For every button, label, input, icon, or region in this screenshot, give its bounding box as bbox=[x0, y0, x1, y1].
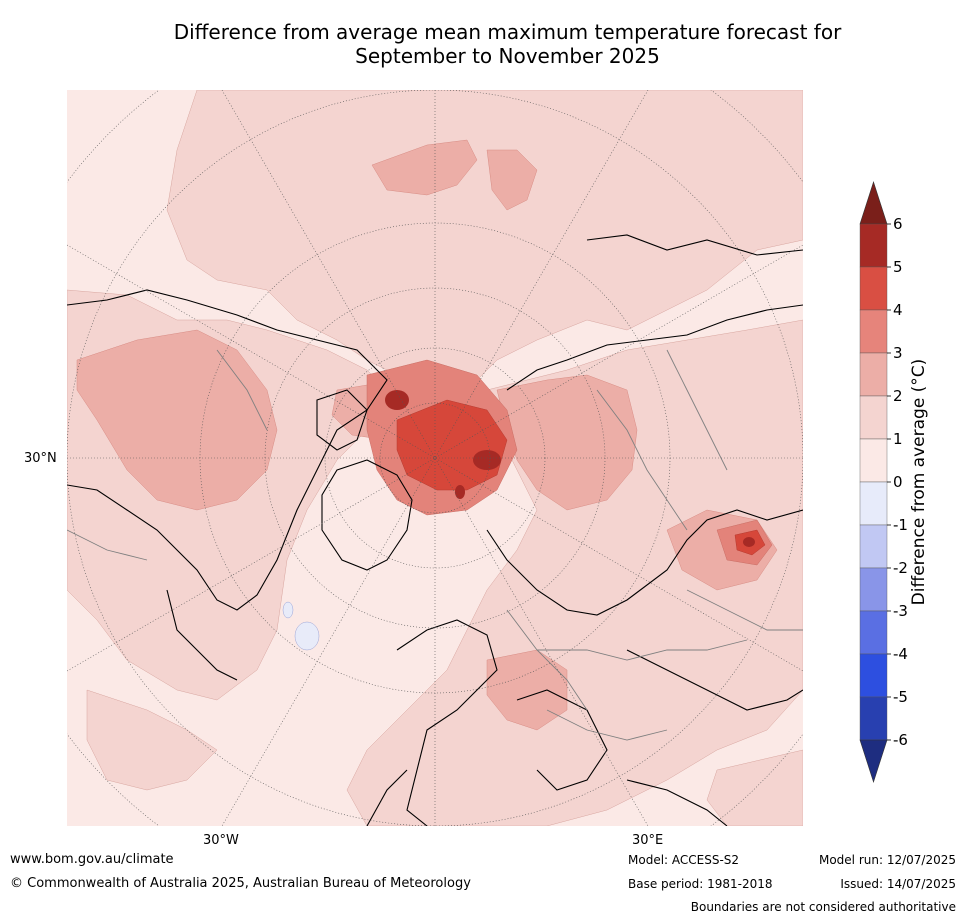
colorbar-segment bbox=[859, 438, 888, 483]
colorbar-extend-upper bbox=[859, 181, 888, 225]
colorbar-tick-label: -5 bbox=[893, 688, 908, 706]
lon-label-30e: 30°E bbox=[632, 833, 664, 848]
colorbar-segment bbox=[859, 266, 888, 311]
colorbar-segment bbox=[859, 653, 888, 698]
lon-label-30w: 30°W bbox=[203, 833, 239, 848]
colorbar-tick-label: -4 bbox=[893, 645, 908, 663]
colorbar-tick-label: -2 bbox=[893, 559, 908, 577]
anomaly-band-5-6 bbox=[385, 390, 755, 547]
colorbar-tick-label: -6 bbox=[893, 731, 908, 749]
footer-issued: Issued: 14/07/2025 bbox=[840, 877, 956, 891]
footer-copyright: © Commonwealth of Australia 2025, Austra… bbox=[10, 876, 471, 891]
colorbar-tick-label: -1 bbox=[893, 516, 908, 534]
colorbar-segment bbox=[859, 481, 888, 526]
colorbar-tick-label: 3 bbox=[893, 344, 903, 362]
title-line-1: Difference from average mean maximum tem… bbox=[173, 20, 842, 44]
footer-model: Model: ACCESS-S2 bbox=[628, 853, 740, 867]
country-borders bbox=[67, 349, 803, 741]
title-line-2: September to November 2025 bbox=[355, 44, 660, 68]
colorbar-tick-label: 0 bbox=[893, 473, 903, 491]
footer-base-period: Base period: 1981-2018 bbox=[628, 877, 773, 891]
colorbar-label-text: Difference from average ( bbox=[909, 385, 929, 606]
footer-url[interactable]: www.bom.gov.au/climate bbox=[10, 852, 174, 867]
colorbar-segment bbox=[859, 567, 888, 612]
colorbar-tick-label: 2 bbox=[893, 387, 903, 405]
coastlines bbox=[67, 234, 803, 826]
lat-label-30n: 30°N bbox=[24, 451, 57, 466]
colorbar-ticks: 6 5 4 3 2 1 0 -1 -2 -3 -4 -5 -6 bbox=[887, 215, 908, 749]
colorbar-label-end: ) bbox=[909, 358, 929, 366]
colorbar: 6 5 4 3 2 1 0 -1 -2 -3 -4 -5 -6 bbox=[859, 181, 908, 783]
colorbar-segment bbox=[859, 696, 888, 741]
colorbar-label-unit: °C bbox=[909, 365, 929, 386]
graticule bbox=[67, 90, 803, 826]
polar-map[interactable] bbox=[67, 90, 803, 826]
colorbar-tick-label: 5 bbox=[893, 258, 903, 276]
colorbar-segment bbox=[859, 223, 888, 268]
chart-title: Difference from average mean maximum tem… bbox=[0, 20, 965, 68]
colorbar-extend-lower bbox=[859, 739, 888, 783]
colorbar-segment bbox=[859, 352, 888, 397]
colorbar-segment bbox=[859, 524, 888, 569]
anomaly-band-0-neg1 bbox=[282, 601, 320, 651]
footer-model-run: Model run: 12/07/2025 bbox=[818, 853, 956, 867]
colorbar-tick-label: -3 bbox=[893, 602, 908, 620]
colorbar-tick-label: 6 bbox=[893, 215, 903, 233]
colorbar-segments bbox=[859, 181, 888, 783]
colorbar-segment bbox=[859, 309, 888, 354]
colorbar-tick-label: 1 bbox=[893, 430, 903, 448]
footer-disclaimer: Boundaries are not considered authoritat… bbox=[690, 900, 956, 914]
colorbar-segment bbox=[859, 395, 888, 440]
colorbar-segment bbox=[859, 610, 888, 655]
colorbar-tick-label: 4 bbox=[893, 301, 903, 319]
